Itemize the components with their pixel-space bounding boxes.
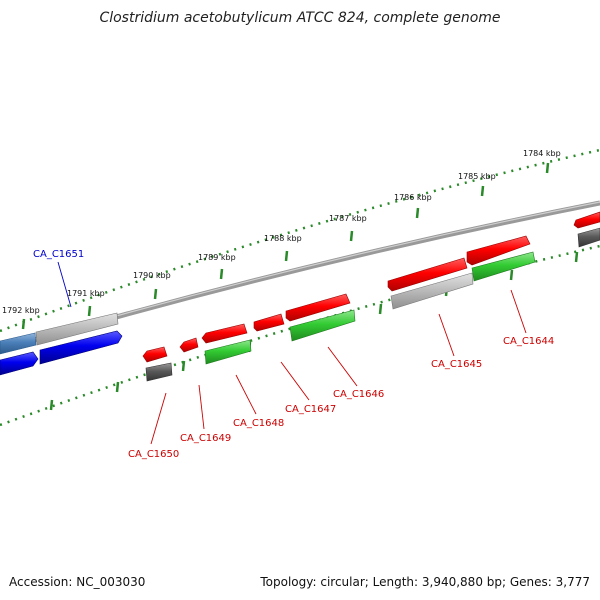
gene-ca-c1645[interactable] — [387, 257, 468, 292]
feature-gray-1645[interactable] — [390, 272, 474, 310]
tick-label-1785: 1785 kbp — [458, 172, 496, 181]
outer-major-ticks — [21, 162, 550, 330]
label-leader-lines — [57, 261, 527, 445]
feature-blue-left[interactable] — [0, 351, 39, 376]
inner-scale-arc — [0, 244, 600, 427]
feature-steel-left[interactable] — [0, 332, 37, 355]
gene-label-ca-c1650[interactable]: CA_C1650 — [128, 449, 179, 460]
tick-label-1788: 1788 kbp — [264, 234, 302, 243]
tick-label-1790: 1790 kbp — [133, 271, 171, 280]
gene-label-ca-c1651[interactable]: CA_C1651 — [33, 249, 84, 260]
tick-label-1792: 1792 kbp — [2, 306, 40, 315]
feature-blue-1651[interactable] — [39, 330, 123, 365]
gene-label-ca-c1648[interactable]: CA_C1648 — [233, 418, 284, 429]
gene-label-ca-c1644[interactable]: CA_C1644 — [503, 336, 554, 347]
gene-ca-c1650[interactable] — [142, 346, 168, 363]
gene-label-ca-c1645[interactable]: CA_C1645 — [431, 359, 482, 370]
gene-label-ca-c1646[interactable]: CA_C1646 — [333, 389, 384, 400]
scale-tick-labels: 1784 kbp 1785 kbp 1786 kbp 1787 kbp 1788… — [2, 149, 561, 315]
gene-ca-c1646[interactable] — [285, 293, 351, 322]
gene-label-ca-c1649[interactable]: CA_C1649 — [180, 433, 231, 444]
outer-strand-features — [0, 211, 600, 363]
tick-label-1791: 1791 kbp — [67, 289, 105, 298]
topology-text: Topology: circular; Length: 3,940,880 bp… — [260, 575, 590, 589]
tick-label-1786: 1786 kbp — [394, 193, 432, 202]
feature-green-1644[interactable] — [471, 251, 536, 282]
inner-strand-features — [0, 227, 600, 382]
feature-dark-right-edge[interactable] — [577, 227, 600, 248]
gene-ca-c1648[interactable] — [201, 323, 248, 344]
gene-ca-c1647[interactable] — [253, 313, 285, 332]
gene-ca-c1651[interactable] — [35, 312, 119, 346]
gene-ca-c1644[interactable] — [466, 235, 531, 266]
gene-label-ca-c1647[interactable]: CA_C1647 — [285, 404, 336, 415]
tick-label-1789: 1789 kbp — [198, 253, 236, 262]
tick-label-1784: 1784 kbp — [523, 149, 561, 158]
tick-label-1787: 1787 kbp — [329, 214, 367, 223]
feature-red-right-edge[interactable] — [573, 211, 600, 229]
accession-text: Accession: NC_003030 — [9, 575, 146, 589]
feature-green-1648[interactable] — [204, 339, 252, 365]
map-title: Clostridium acetobutylicum ATCC 824, com… — [99, 10, 501, 26]
feature-green-1646[interactable] — [289, 309, 356, 342]
gene-ca-c1649[interactable] — [179, 337, 199, 353]
feature-dark-1650[interactable] — [145, 362, 173, 382]
gene-labels: CA_C1644 CA_C1645 CA_C1646 CA_C1647 CA_C… — [33, 249, 554, 460]
